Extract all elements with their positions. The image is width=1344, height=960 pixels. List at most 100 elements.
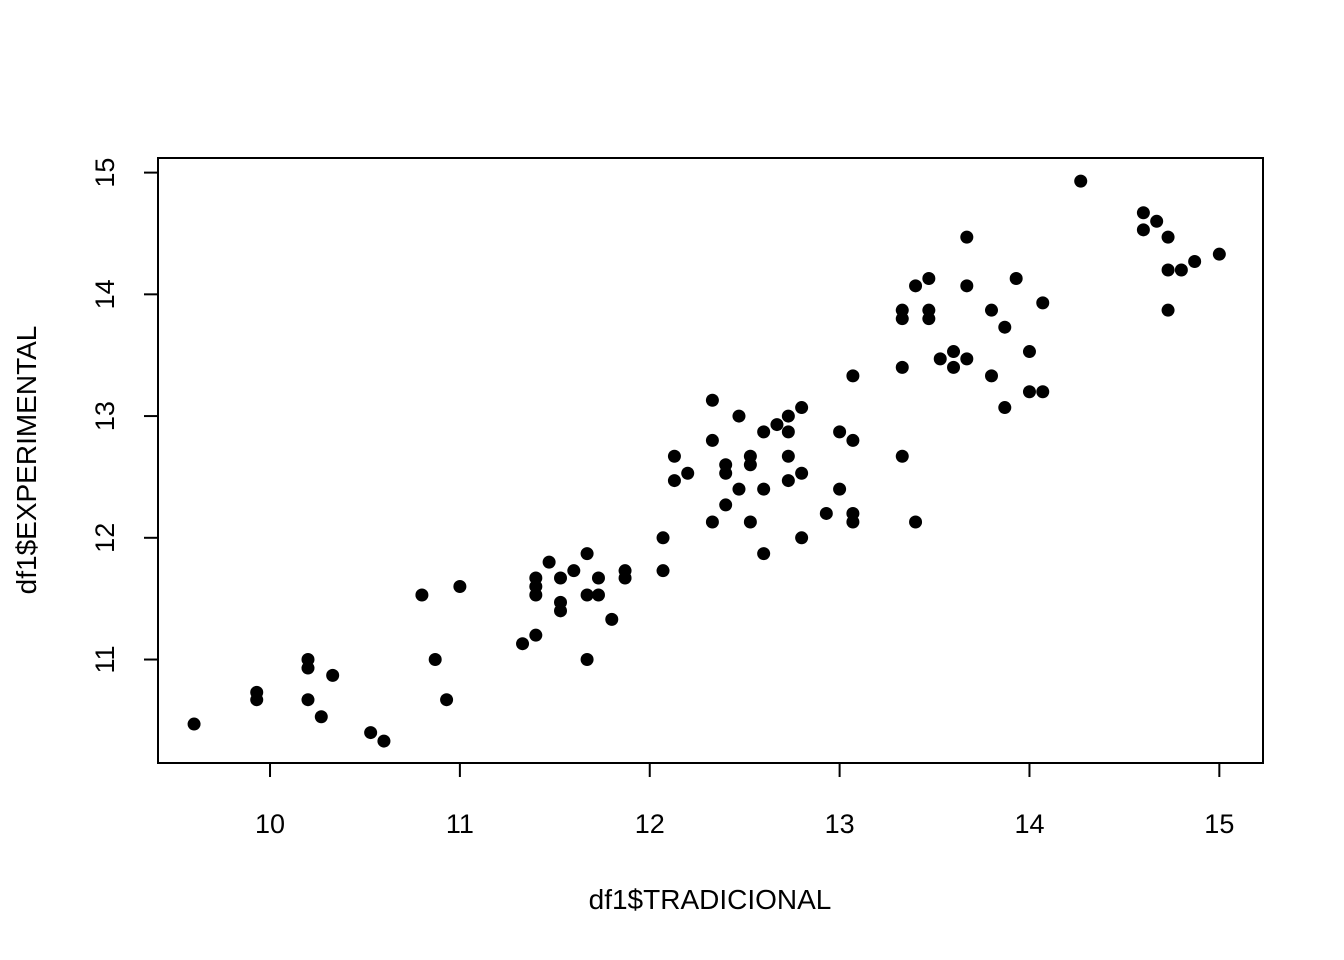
data-point xyxy=(591,571,605,585)
data-point xyxy=(1188,254,1202,268)
data-point xyxy=(984,303,998,317)
data-point xyxy=(960,230,974,244)
data-point xyxy=(1161,230,1175,244)
x-tick-label: 15 xyxy=(1204,809,1234,839)
data-point xyxy=(580,653,594,667)
data-point xyxy=(250,693,264,707)
data-point xyxy=(732,409,746,423)
data-point xyxy=(580,588,594,602)
data-point xyxy=(681,466,695,480)
data-point xyxy=(895,449,909,463)
data-point xyxy=(732,482,746,496)
data-point xyxy=(998,320,1012,334)
data-point xyxy=(922,272,936,286)
data-point xyxy=(781,409,795,423)
data-point xyxy=(377,734,391,748)
x-axis-title: df1$TRADICIONAL xyxy=(589,884,832,915)
x-tick-label: 14 xyxy=(1014,809,1044,839)
data-point xyxy=(301,661,315,675)
data-point xyxy=(1150,214,1164,228)
data-point xyxy=(705,393,719,407)
data-point xyxy=(1212,247,1226,261)
data-point xyxy=(795,401,809,415)
data-point xyxy=(440,693,454,707)
y-tick-label: 14 xyxy=(90,279,120,309)
x-tick-label: 13 xyxy=(825,809,855,839)
data-point xyxy=(757,547,771,561)
data-point xyxy=(705,515,719,529)
data-point xyxy=(819,506,833,520)
data-point xyxy=(1136,223,1150,237)
data-point xyxy=(846,515,860,529)
data-point xyxy=(795,466,809,480)
data-point xyxy=(960,279,974,293)
data-point xyxy=(998,401,1012,415)
x-axis: 10 11 12 13 14 15 xyxy=(255,762,1234,839)
data-point xyxy=(719,498,733,512)
data-point xyxy=(705,433,719,447)
x-tick-label: 11 xyxy=(446,809,474,839)
data-point xyxy=(781,449,795,463)
data-point xyxy=(618,571,632,585)
data-point xyxy=(770,418,784,432)
data-point xyxy=(757,425,771,439)
data-point xyxy=(529,628,543,642)
data-point xyxy=(529,588,543,602)
data-point xyxy=(667,474,681,488)
data-point xyxy=(554,604,568,618)
data-point xyxy=(781,425,795,439)
data-point xyxy=(591,588,605,602)
data-point xyxy=(1136,206,1150,220)
data-point xyxy=(743,515,757,529)
data-point xyxy=(947,345,961,359)
y-axis: 11 12 13 14 15 xyxy=(90,158,159,674)
data-point xyxy=(516,637,530,651)
data-point xyxy=(933,352,947,366)
data-point xyxy=(895,360,909,374)
plot-frame xyxy=(157,157,1264,764)
data-point xyxy=(947,360,961,374)
data-point xyxy=(1161,263,1175,277)
data-point xyxy=(428,653,442,667)
data-point xyxy=(757,482,771,496)
data-point xyxy=(719,466,733,480)
data-point xyxy=(554,571,568,585)
data-point xyxy=(605,612,619,626)
data-point xyxy=(1009,272,1023,286)
data-point xyxy=(1036,385,1050,399)
data-point xyxy=(895,312,909,326)
data-point xyxy=(364,726,378,740)
y-tick-label: 15 xyxy=(90,158,120,188)
data-point xyxy=(453,579,467,593)
data-point xyxy=(580,547,594,561)
data-point xyxy=(1022,345,1036,359)
data-point xyxy=(1036,296,1050,310)
data-point xyxy=(846,433,860,447)
x-tick-label: 12 xyxy=(635,809,665,839)
x-tick-label: 10 xyxy=(255,809,285,839)
data-point xyxy=(833,482,847,496)
data-point xyxy=(846,369,860,383)
data-point xyxy=(1161,303,1175,317)
data-point xyxy=(1174,263,1188,277)
data-point xyxy=(922,312,936,326)
data-point xyxy=(314,710,328,724)
y-tick-label: 12 xyxy=(90,523,120,553)
data-point xyxy=(833,425,847,439)
data-point xyxy=(415,588,429,602)
data-point xyxy=(326,668,340,682)
data-point xyxy=(781,474,795,488)
data-point xyxy=(984,369,998,383)
data-point xyxy=(795,531,809,545)
y-axis-title: df1$EXPERIMENTAL xyxy=(11,326,42,595)
data-point xyxy=(567,564,581,578)
data-point xyxy=(656,531,670,545)
data-point xyxy=(1074,174,1088,188)
data-point xyxy=(667,449,681,463)
data-point xyxy=(960,352,974,366)
data-points xyxy=(187,174,1226,748)
data-point xyxy=(301,693,315,707)
data-point xyxy=(909,515,923,529)
data-point xyxy=(743,458,757,472)
